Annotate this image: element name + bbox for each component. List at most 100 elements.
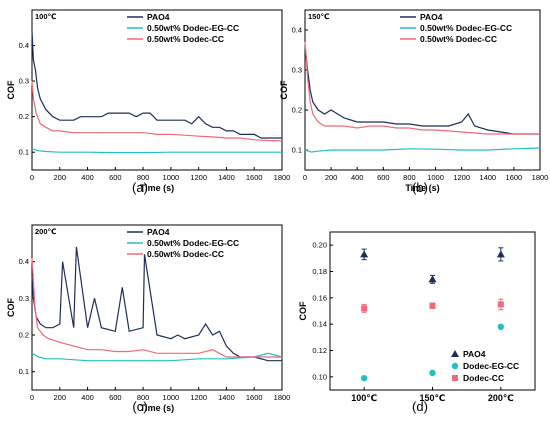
- x-tick-label: 1400: [218, 393, 235, 402]
- legend-label: PAO4: [147, 12, 170, 22]
- legend-label: 0.50wt% Dodec-EG-CC: [147, 23, 239, 33]
- y-axis-label: COF: [279, 80, 289, 100]
- x-tick-label: 1200: [190, 393, 207, 402]
- x-tick-label: 1000: [427, 173, 444, 182]
- y-tick-label: 0.4: [19, 257, 29, 266]
- x-tick-label: 800: [403, 173, 416, 182]
- y-tick-label: 0.10: [312, 372, 327, 381]
- data-point: [361, 305, 368, 312]
- panel-caption: (a): [132, 180, 148, 195]
- x-tick-label: 0: [30, 393, 34, 402]
- x-axis-label: Time (s): [140, 403, 174, 413]
- y-axis-label: COF: [298, 301, 308, 321]
- x-tick-label: 1800: [274, 393, 291, 402]
- legend-label: Dodec-EG-CC: [463, 361, 519, 371]
- panel-a: 0 200 400 600 800 1000 1200 1400 1600 1800 0.1 0.2 0…: [6, 9, 291, 195]
- y-tick-label: 0.18: [312, 267, 327, 276]
- y-tick-label: 0.20: [312, 241, 327, 250]
- data-point: [451, 350, 459, 357]
- y-tick-label: 0.1: [292, 146, 302, 155]
- y-tick-label: 0.4: [19, 41, 29, 50]
- series-line: [31, 31, 282, 139]
- series-line: [31, 81, 283, 142]
- temperature-label: 100℃: [35, 12, 57, 21]
- series-line: [304, 45, 540, 135]
- x-tick-label: 1400: [218, 173, 235, 182]
- x-tick-label: 1600: [246, 173, 263, 182]
- temperature-label: 200℃: [35, 227, 57, 236]
- data-point: [451, 362, 459, 370]
- legend-label: PAO4: [463, 349, 486, 359]
- x-tick-label: 1000: [163, 173, 180, 182]
- y-tick-label: 0.4: [292, 26, 302, 35]
- data-point: [429, 369, 436, 377]
- series-line: [304, 41, 540, 135]
- y-tick-label: 0.1: [19, 367, 29, 376]
- y-tick-label: 0.2: [19, 112, 29, 121]
- data-point: [428, 275, 437, 283]
- legend-label: 0.50wt% Dodec-EG-CC: [147, 238, 239, 248]
- x-tick-label: 100℃: [351, 393, 377, 403]
- plot-frame: [31, 224, 283, 391]
- series-line: [31, 246, 282, 362]
- x-tick-label: 1400: [479, 173, 496, 182]
- x-tick-label: 150℃: [420, 393, 446, 403]
- panel-b: 0 200 400 600 800 1000 1200 1400 1600 1800 0.1 0.2 0…: [279, 9, 549, 195]
- panel-caption: (c): [132, 399, 147, 414]
- y-tick-label: 0.14: [312, 320, 327, 329]
- legend-label: 0.50wt% Dodec-CC: [420, 34, 497, 44]
- x-tick-label: 1600: [506, 173, 523, 182]
- x-tick-label: 200: [325, 173, 338, 182]
- x-tick-label: 600: [377, 173, 390, 182]
- x-tick-label: 1600: [246, 393, 263, 402]
- panel-c: 0 200 400 600 800 1000 1200 1400 1600 1800 0.1 0.2 0…: [6, 224, 291, 414]
- x-tick-label: 1200: [453, 173, 470, 182]
- y-tick-label: 0.16: [312, 293, 327, 302]
- data-point: [360, 250, 369, 258]
- data-point: [429, 302, 436, 309]
- x-tick-label: 1200: [190, 173, 207, 182]
- x-axis-label: Time (s): [140, 183, 174, 193]
- x-tick-label: 0: [303, 173, 307, 182]
- y-tick-label: 0.1: [19, 148, 29, 157]
- panel-caption: (b): [412, 180, 428, 195]
- series-line: [31, 257, 282, 358]
- y-axis-label: COF: [6, 298, 16, 318]
- x-tick-label: 800: [137, 393, 150, 402]
- x-tick-label: 400: [81, 173, 94, 182]
- data-point: [452, 375, 458, 381]
- x-tick-label: 200: [54, 393, 67, 402]
- x-axis-label: Time (s): [405, 183, 439, 193]
- data-point: [497, 301, 504, 308]
- x-tick-label: 200℃: [488, 393, 514, 403]
- x-tick-label: 0: [30, 173, 34, 182]
- series-line: [304, 147, 541, 153]
- x-tick-label: 1800: [274, 173, 291, 182]
- x-tick-label: 1800: [532, 173, 549, 182]
- series-line: [31, 148, 282, 154]
- y-tick-label: 0.2: [292, 106, 302, 115]
- panel-caption: (d): [412, 399, 428, 414]
- y-tick-label: 0.3: [19, 77, 29, 86]
- legend-label: PAO4: [420, 12, 443, 22]
- temperature-label: 150℃: [308, 12, 330, 21]
- legend-label: 0.50wt% Dodec-CC: [147, 34, 224, 44]
- data-point: [360, 374, 368, 382]
- x-tick-label: 800: [137, 173, 150, 182]
- x-tick-label: 400: [81, 393, 94, 402]
- legend-label: PAO4: [147, 227, 170, 237]
- x-tick-label: 600: [109, 393, 122, 402]
- panel-d: 0.10 0.12 0.14 0.16 0.18 0.20 100℃ 150℃ 200℃ COF P…: [298, 231, 536, 414]
- y-tick-label: 0.12: [312, 346, 327, 355]
- data-point: [497, 323, 505, 330]
- data-point: [496, 250, 505, 258]
- y-tick-label: 0.3: [19, 294, 29, 303]
- y-tick-label: 0.3: [292, 66, 302, 75]
- x-tick-label: 1000: [163, 393, 180, 402]
- x-tick-label: 400: [351, 173, 364, 182]
- y-axis-label: COF: [6, 80, 16, 100]
- y-tick-label: 0.2: [19, 331, 29, 340]
- plot-frame: [31, 9, 283, 171]
- x-tick-label: 200: [54, 173, 67, 182]
